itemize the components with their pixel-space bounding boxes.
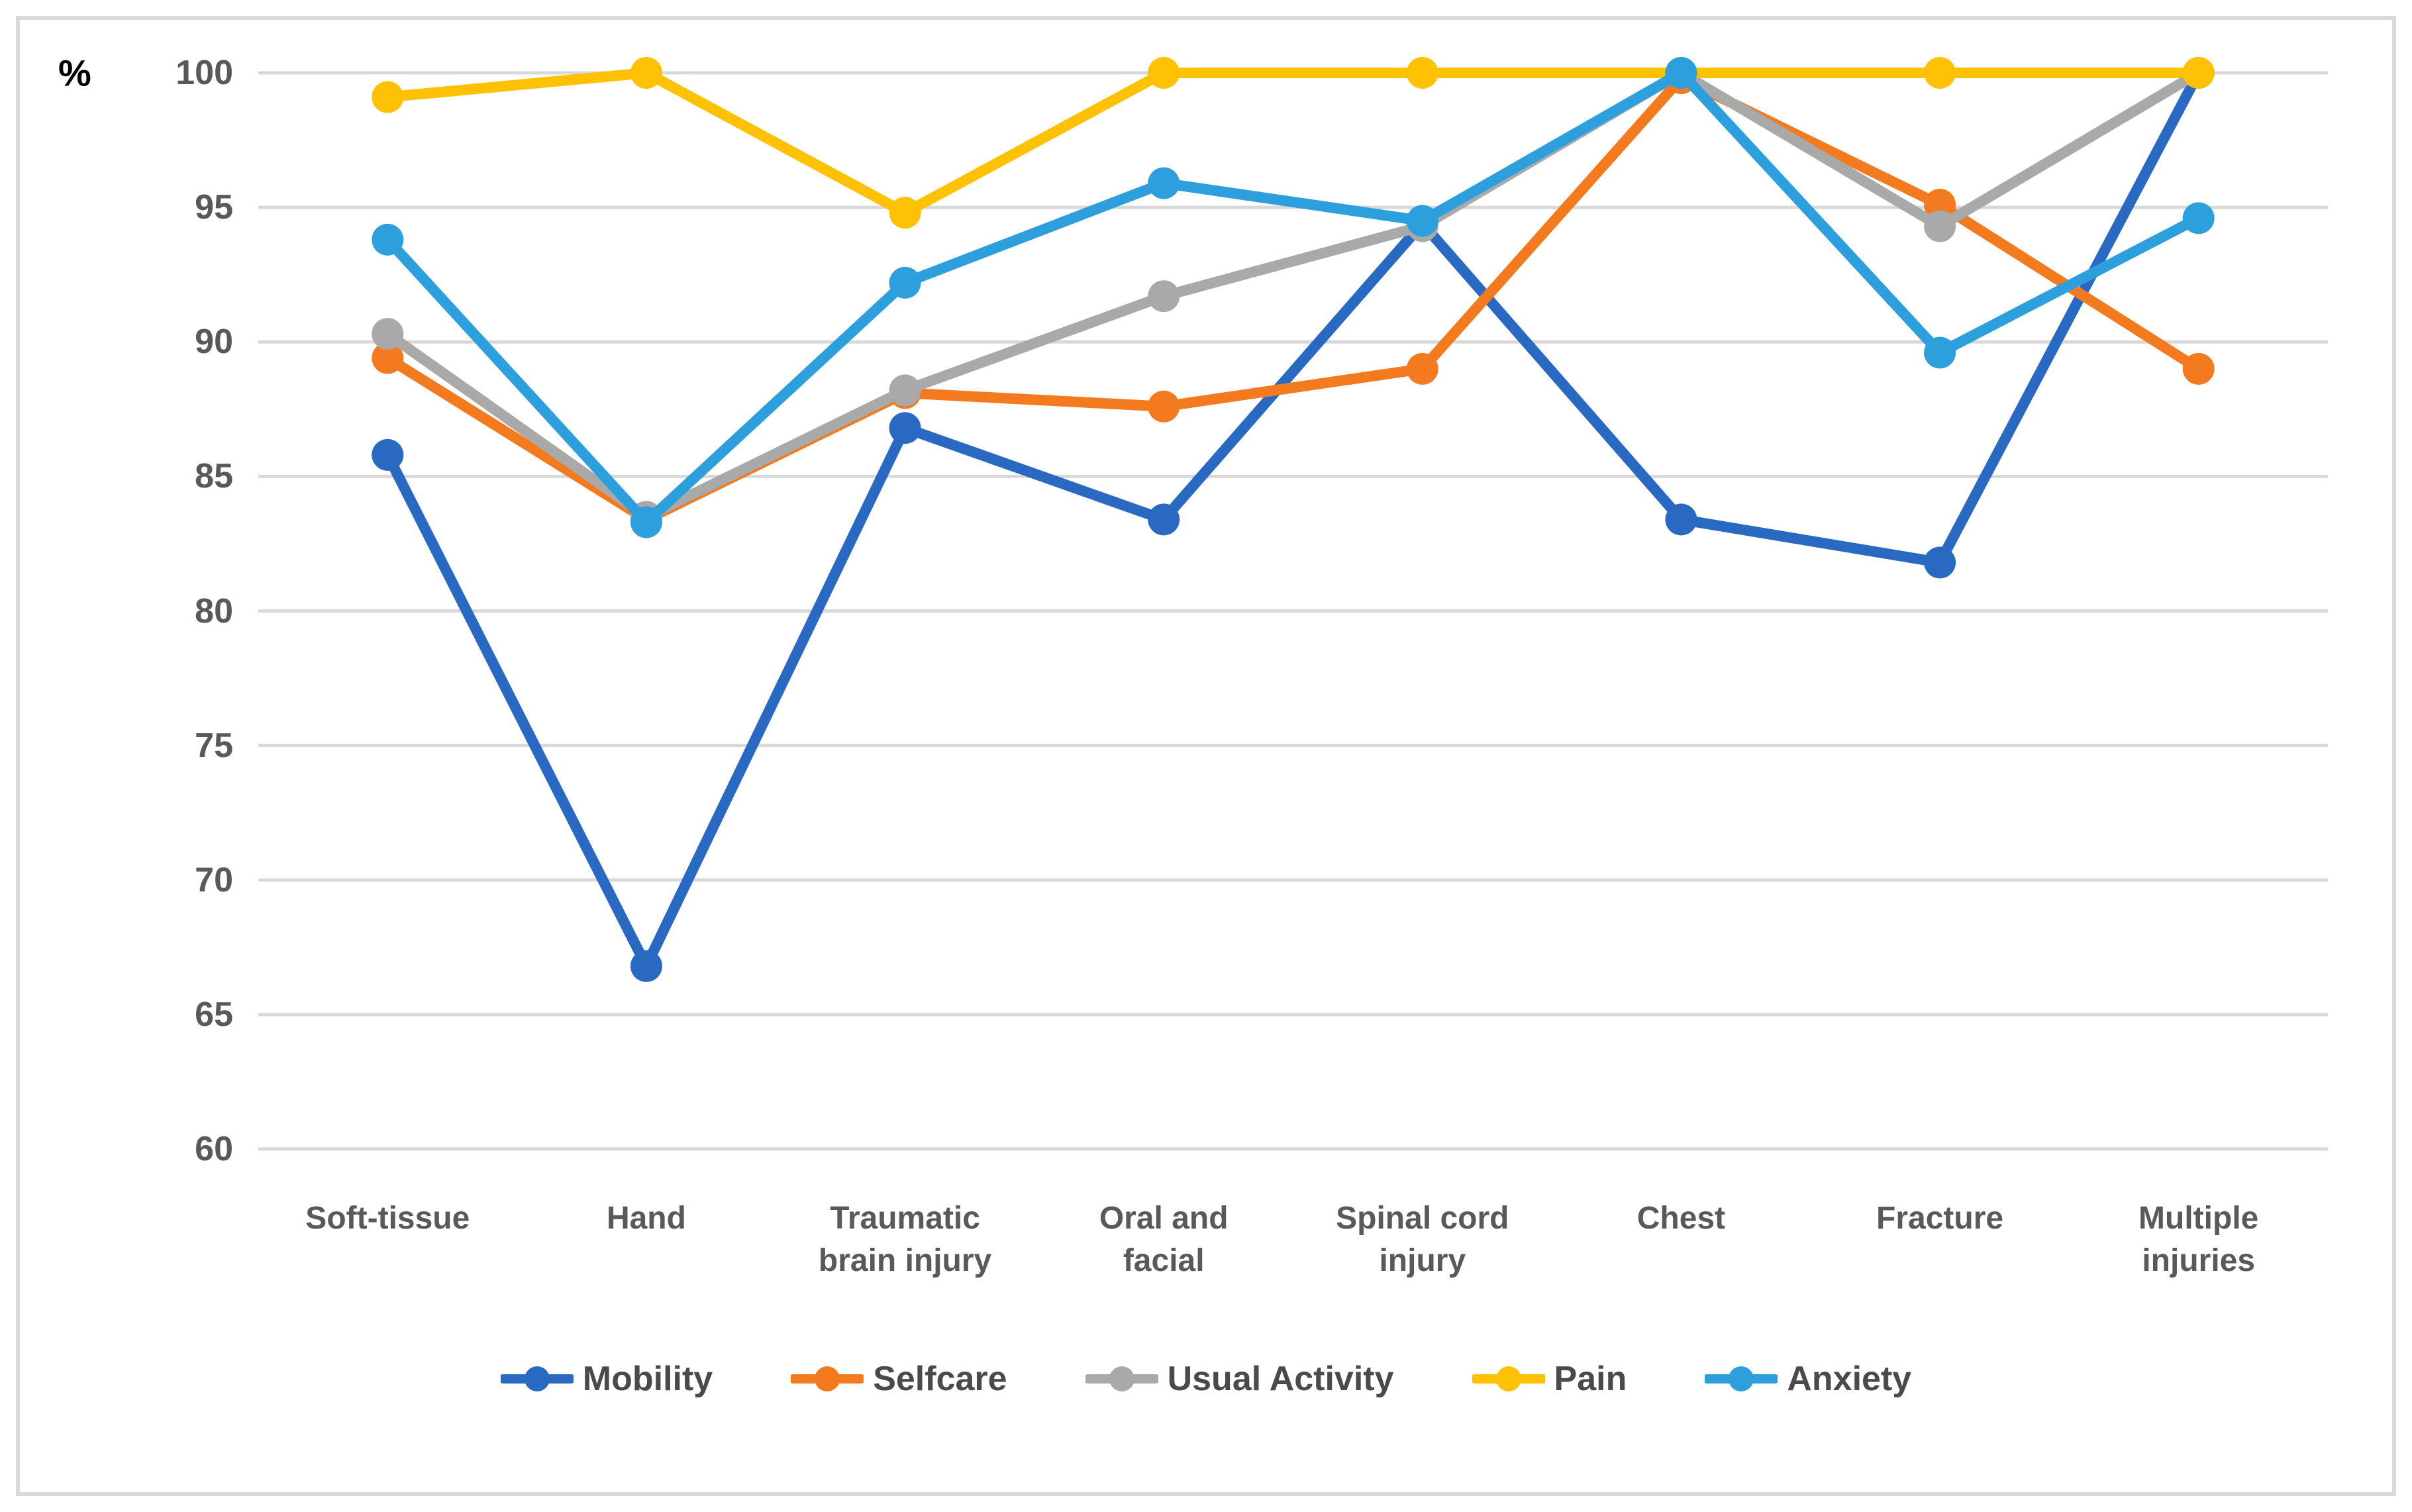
x-axis-category-label: Chest bbox=[1636, 1201, 1726, 1236]
series-line bbox=[382, 68, 2204, 972]
y-axis-tick-label: 90 bbox=[195, 323, 233, 362]
data-point-marker bbox=[889, 266, 921, 299]
legend-item: Anxiety bbox=[1705, 1359, 1911, 1399]
data-point-marker bbox=[1665, 503, 1697, 536]
y-axis-tick-label: 100 bbox=[176, 54, 233, 92]
y-axis-tick-label: 60 bbox=[195, 1130, 233, 1168]
data-point-marker bbox=[2182, 57, 2215, 89]
data-point-marker bbox=[630, 506, 662, 538]
legend-marker-icon bbox=[791, 1366, 864, 1391]
data-point-marker bbox=[1148, 390, 1180, 423]
data-point-marker bbox=[372, 318, 404, 350]
data-point-marker bbox=[1148, 57, 1180, 89]
legend-marker-icon bbox=[1705, 1366, 1778, 1391]
data-point-marker bbox=[1924, 210, 1956, 242]
legend-marker-icon bbox=[1472, 1366, 1545, 1391]
x-axis-category-label: Soft-tissue bbox=[305, 1201, 470, 1236]
series-line bbox=[382, 68, 2204, 219]
line-chart-svg bbox=[258, 57, 2328, 1151]
data-point-marker bbox=[889, 374, 921, 407]
legend-marker-icon bbox=[1085, 1366, 1158, 1391]
series-line bbox=[382, 68, 2204, 523]
data-point-marker bbox=[630, 950, 662, 982]
y-axis-tick-label: 70 bbox=[195, 860, 233, 899]
legend-item: Usual Activity bbox=[1085, 1359, 1394, 1399]
data-point-marker bbox=[372, 438, 404, 471]
data-point-marker bbox=[630, 57, 662, 89]
data-point-marker bbox=[1406, 352, 1438, 385]
series-line bbox=[382, 73, 2204, 525]
data-point-marker bbox=[1924, 546, 1956, 579]
legend-item: Pain bbox=[1472, 1359, 1627, 1399]
data-point-marker bbox=[2182, 202, 2215, 234]
y-axis-tick-label: 95 bbox=[195, 188, 233, 227]
legend-item: Selfcare bbox=[791, 1359, 1007, 1399]
x-axis-category-label: Fracture bbox=[1876, 1201, 2004, 1236]
x-axis-category-label: Traumatic brain injury bbox=[818, 1201, 992, 1278]
legend-item-label: Usual Activity bbox=[1167, 1360, 1394, 1398]
data-point-marker bbox=[1665, 57, 1697, 89]
data-point-marker bbox=[2182, 352, 2215, 385]
legend-item-label: Mobility bbox=[582, 1360, 713, 1398]
x-axis-category-label: Hand bbox=[606, 1201, 686, 1236]
x-axis-category-label: Multiple injuries bbox=[2138, 1201, 2259, 1278]
data-point-marker bbox=[372, 223, 404, 256]
x-axis-category-label: Spinal cord injury bbox=[1336, 1201, 1509, 1278]
series-line bbox=[382, 68, 2204, 528]
data-point-marker bbox=[1924, 57, 1956, 89]
legend-item-label: Selfcare bbox=[873, 1360, 1007, 1398]
data-point-marker bbox=[889, 412, 921, 444]
percent-symbol: % bbox=[58, 52, 91, 94]
data-point-marker bbox=[1148, 503, 1180, 536]
data-point-marker bbox=[1406, 205, 1438, 237]
data-point-marker bbox=[1406, 57, 1438, 89]
data-point-marker bbox=[1924, 336, 1956, 369]
y-axis-tick-label: 80 bbox=[195, 591, 233, 630]
data-point-marker bbox=[1148, 280, 1180, 313]
legend-item-label: Pain bbox=[1554, 1360, 1627, 1398]
legend-marker-icon bbox=[500, 1366, 574, 1391]
data-point-marker bbox=[372, 81, 404, 113]
data-point-marker bbox=[372, 342, 404, 374]
data-point-marker bbox=[1148, 167, 1180, 199]
y-axis-tick-label: 65 bbox=[195, 995, 233, 1034]
data-point-marker bbox=[889, 197, 921, 229]
legend-item-label: Anxiety bbox=[1787, 1360, 1912, 1398]
x-axis-category-label: Oral and facial bbox=[1099, 1201, 1229, 1278]
y-axis-tick-label: 85 bbox=[195, 457, 233, 496]
legend-item: Mobility bbox=[500, 1359, 713, 1399]
y-axis-tick-label: 75 bbox=[195, 726, 233, 765]
legend: Mobility Selfcare Usual Activity Pain Anxiet… bbox=[0, 1359, 2412, 1399]
